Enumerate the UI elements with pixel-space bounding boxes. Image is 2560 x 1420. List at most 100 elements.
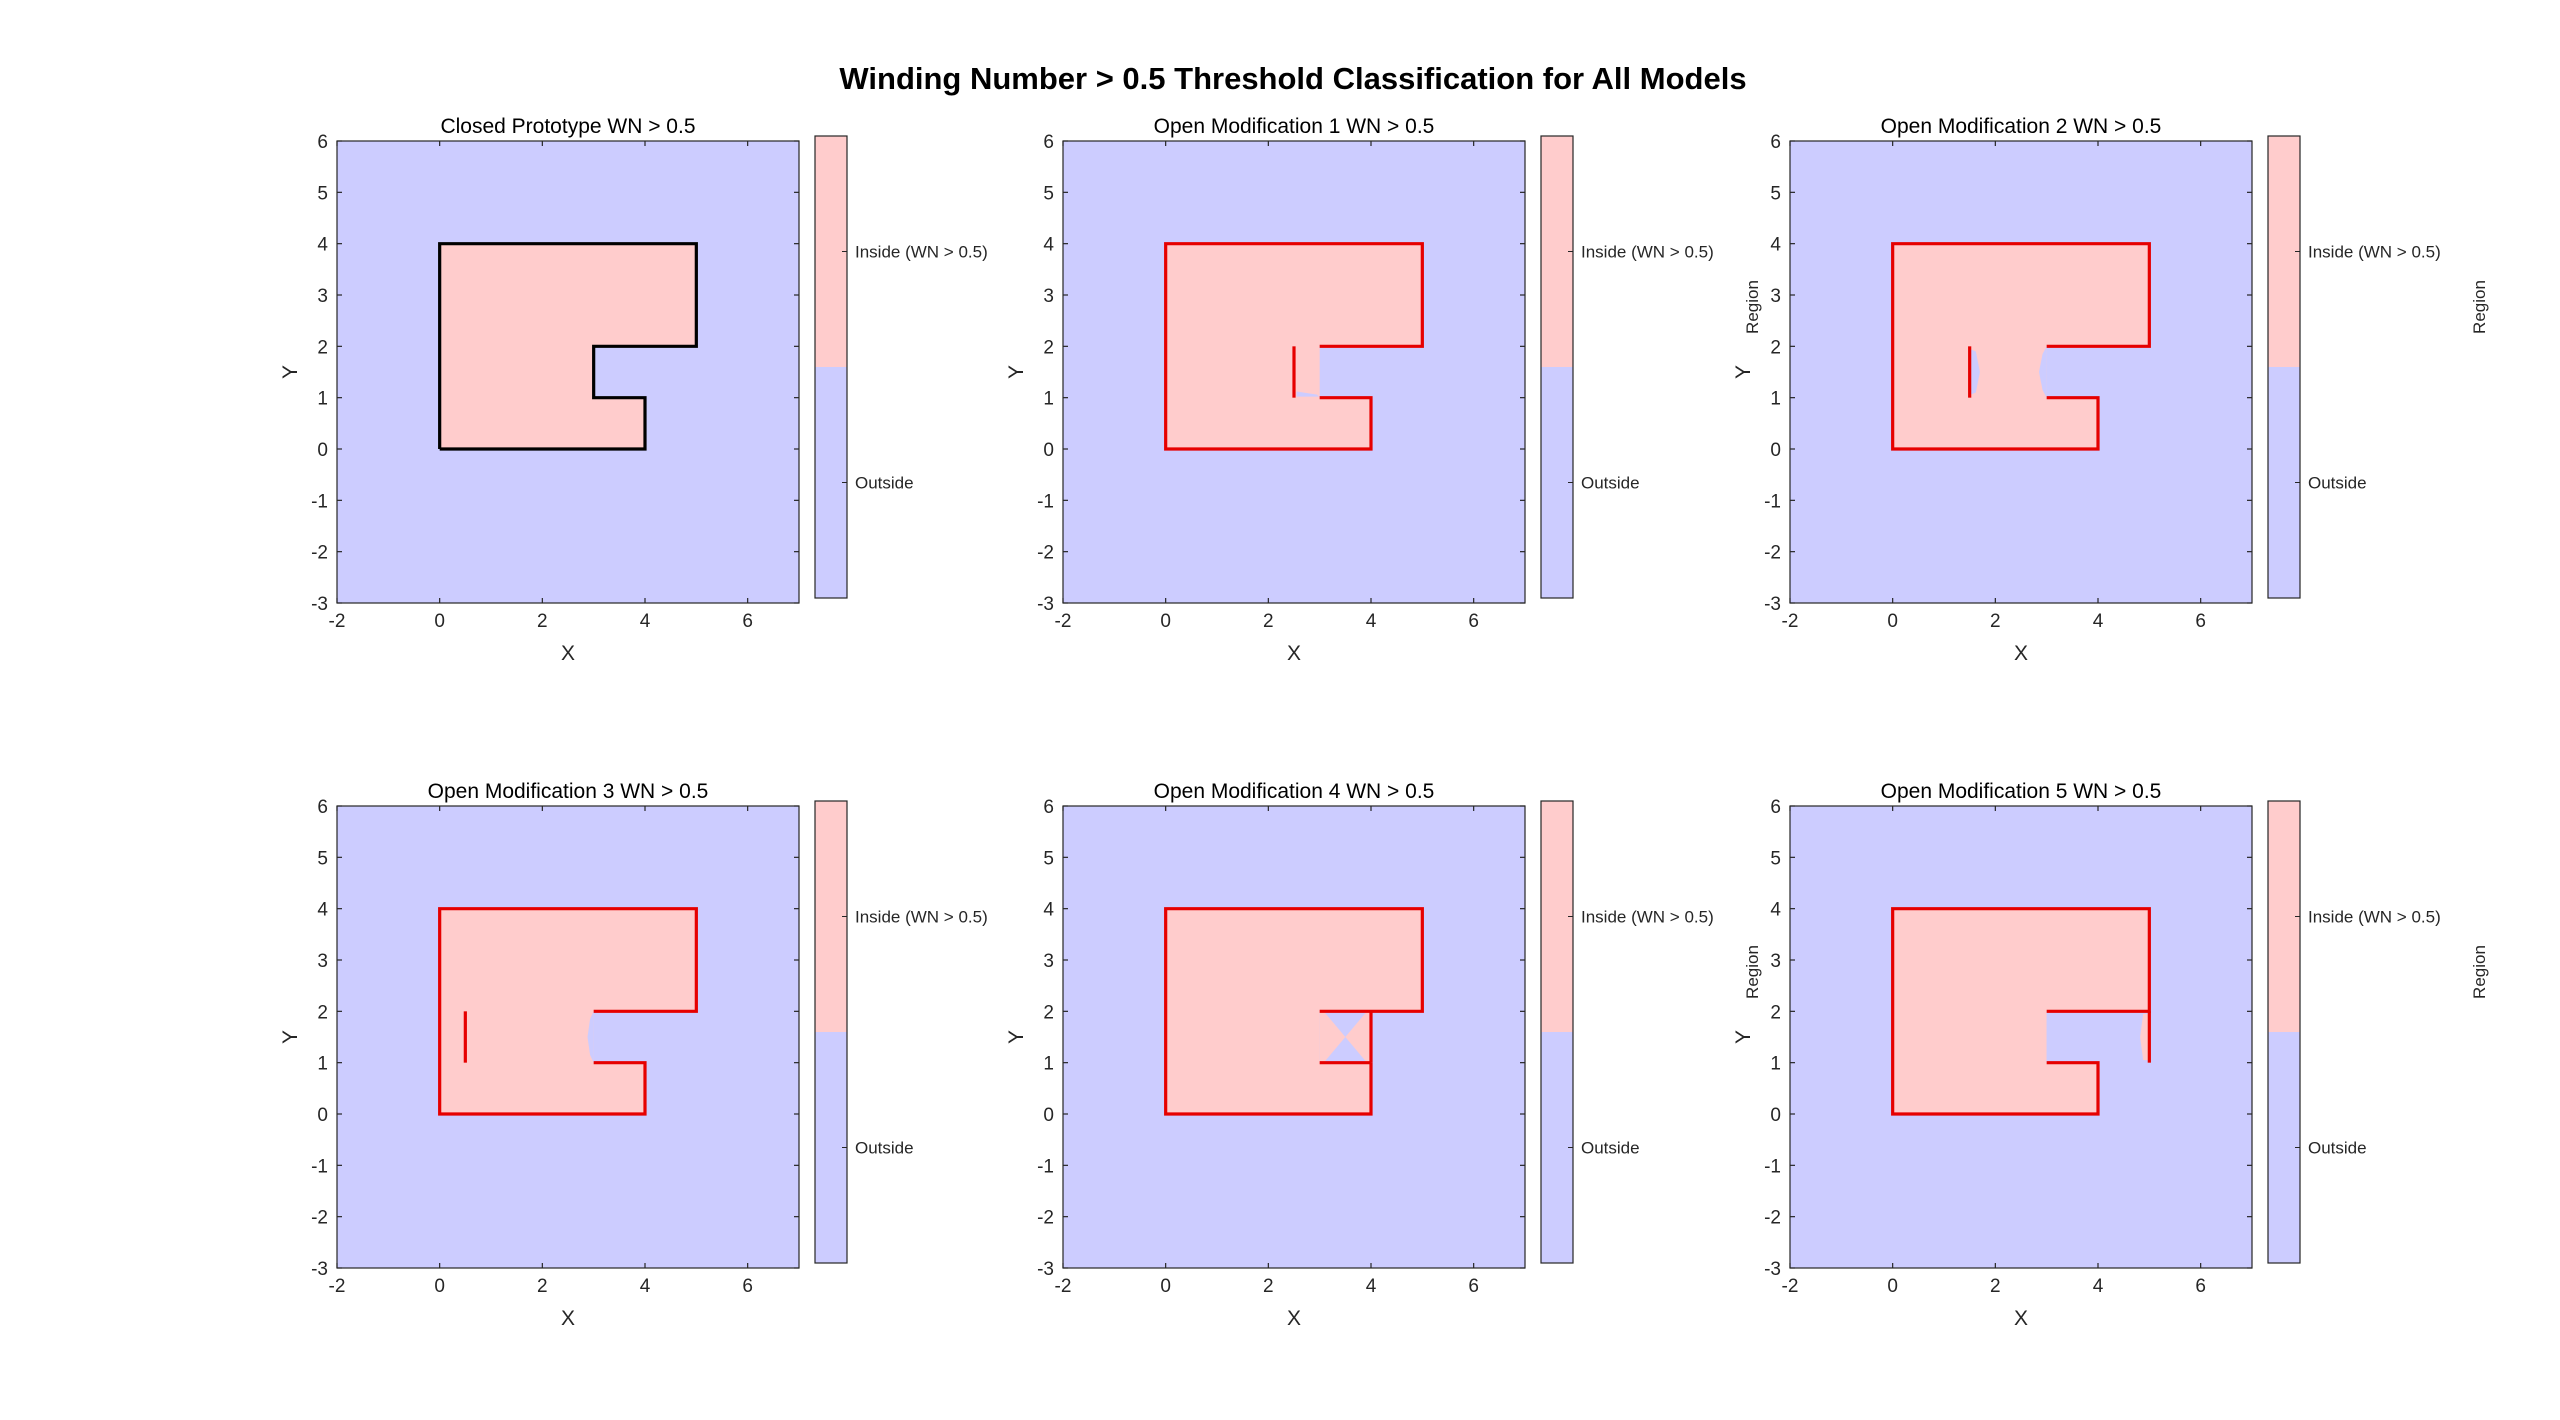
y-tick-label: 5 [1770,183,1781,204]
colorbar-inside-swatch [1541,136,1573,367]
y-tick-label: -2 [311,543,328,564]
y-tick-label: 3 [317,951,328,972]
subplot-title: Open Modification 4 WN > 0.5 [1154,780,1435,803]
y-tick-label: 1 [1043,389,1054,410]
x-tick-label: 2 [1990,1276,2001,1297]
x-tick-label: 6 [742,1276,753,1297]
y-tick-label: 5 [317,848,328,869]
x-tick-label: 0 [434,1276,445,1297]
y-tick-label: 2 [1770,337,1781,358]
open-curve [1164,242,1424,451]
y-tick-label: 4 [317,235,328,256]
open-curve [438,907,698,1116]
y-tick-label: 5 [1043,848,1054,869]
x-tick-label: 4 [640,1276,651,1297]
y-tick-label: 1 [317,1054,328,1075]
x-tick-label: 2 [537,611,548,632]
colorbar-outside-swatch [815,367,847,598]
subplot-4: Open Modification 3 WN > 0.5-2 0 2 4 6-3-2-1… [279,780,988,1330]
colorbar-inside-swatch [815,801,847,1032]
y-tick-label: -3 [1037,1259,1054,1280]
colorbar-outside-swatch [1541,1032,1573,1263]
outside-patch [2046,1011,2057,1063]
y-axis-label: Y [279,365,302,379]
y-tick-label: -2 [1037,543,1054,564]
x-axis-label: X [1287,642,1301,665]
y-tick-label: 2 [1043,1002,1054,1023]
x-tick-label: 0 [1160,1276,1171,1297]
y-tick-label: 5 [317,183,328,204]
y-tick-label: 3 [1770,951,1781,972]
x-tick-label: -2 [329,611,346,632]
x-tick-label: 0 [1160,611,1171,632]
y-tick-label: 0 [1043,440,1054,461]
x-tick-label: 4 [2093,611,2104,632]
x-tick-label: 2 [1263,1276,1274,1297]
colorbar-inside-label: Inside (WN > 0.5) [2308,243,2441,262]
y-tick-label: -1 [1764,1156,1781,1177]
y-tick-label: 4 [1043,235,1054,256]
x-axis-label: X [561,642,575,665]
x-tick-label: 0 [434,611,445,632]
axes-box [336,805,800,1269]
y-tick-label: 3 [1770,286,1781,307]
open-curve [1891,907,2151,1116]
axes-box [1062,140,1526,604]
y-tick-label: -2 [1764,543,1781,564]
y-tick-label: 0 [1043,1105,1054,1126]
x-tick-label: 4 [1366,1276,1377,1297]
colorbar-frame [1540,135,1574,599]
inside-region [2140,1013,2150,1061]
subplot-1: Closed Prototype WN > 0.5-2 0 2 4 6-3-2-1012… [279,115,988,665]
subplot-2: Open Modification 1 WN > 0.5-2 0 2 4 6-3-2-1… [1005,115,1762,665]
y-tick-label: 6 [317,797,328,818]
y-tick-label: 1 [1043,1054,1054,1075]
colorbar-label: Region [1743,945,1762,999]
x-tick-label: 0 [1887,1276,1898,1297]
colorbar-frame [814,135,848,599]
y-tick-label: 3 [1043,286,1054,307]
colorbar-outside-swatch [815,1032,847,1263]
inside-region [1319,1011,1371,1063]
y-tick-label: 5 [1770,848,1781,869]
y-tick-label: 6 [1770,132,1781,153]
axes-box [1789,140,2253,604]
colorbar-frame [1540,800,1574,1264]
subplot-5: Open Modification 4 WN > 0.5-2 0 2 4 6-3-2-1… [1005,780,1762,1330]
y-tick-label: -3 [1764,594,1781,615]
colorbar-outside-swatch [2268,1032,2300,1263]
colorbar-label: Region [2470,280,2489,334]
x-tick-label: -2 [1055,1276,1072,1297]
subplot-title: Open Modification 1 WN > 0.5 [1154,115,1435,138]
y-axis-label: Y [1732,365,1755,379]
y-tick-label: 1 [317,389,328,410]
open-curve [1891,242,2151,451]
y-tick-label: 5 [1043,183,1054,204]
y-tick-label: 2 [317,1002,328,1023]
outside-patch [1296,391,1320,398]
x-axis-label: X [2014,1307,2028,1330]
y-tick-label: -3 [1037,594,1054,615]
x-tick-label: 0 [1887,611,1898,632]
x-tick-label: 2 [1263,611,1274,632]
colorbar-inside-swatch [2268,136,2300,367]
closed-curve [438,242,698,451]
colorbar-outside-label: Outside [1581,474,1640,493]
x-axis-label: X [2014,642,2028,665]
y-tick-label: 2 [317,337,328,358]
subplot-6: Open Modification 5 WN > 0.5-2 0 2 4 6-3-2-1… [1732,780,2489,1330]
outside-patch [2038,346,2047,398]
x-tick-label: 6 [1468,611,1479,632]
y-tick-label: -3 [311,594,328,615]
x-tick-label: 2 [537,1276,548,1297]
outside-patch [1323,1011,1367,1037]
y-tick-label: 2 [1043,337,1054,358]
axes-box [336,140,800,604]
y-tick-label: 2 [1770,1002,1781,1023]
y-tick-label: -1 [311,1156,328,1177]
x-tick-label: -2 [329,1276,346,1297]
outside-patch [587,1011,594,1063]
y-tick-label: 3 [317,286,328,307]
colorbar-outside-label: Outside [855,474,914,493]
